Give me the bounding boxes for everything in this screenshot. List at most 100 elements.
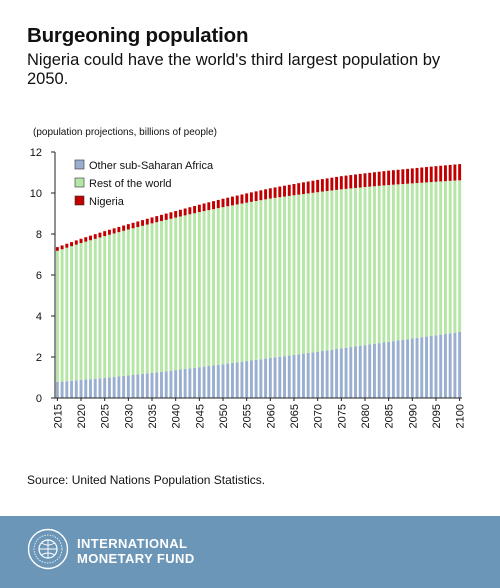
bar-segment-nigeria <box>193 205 197 214</box>
bar-segment-nigeria <box>160 214 163 222</box>
bar-segment-rest-of-world <box>221 207 225 365</box>
bar-segment-rest-of-world <box>330 190 334 350</box>
bar-segment-rest-of-world <box>107 234 111 378</box>
bar-segment-rest-of-world <box>89 240 92 380</box>
bar-segment-nigeria <box>448 164 452 181</box>
bar-segment-other-ssa <box>212 365 215 398</box>
bar-segment-rest-of-world <box>235 204 239 363</box>
bar-segment-nigeria <box>420 167 424 183</box>
bar-segment-rest-of-world <box>202 211 206 367</box>
bar-segment-nigeria <box>231 196 234 206</box>
bar-segment-other-ssa <box>297 354 301 398</box>
bar-segment-rest-of-world <box>197 212 201 368</box>
bar-segment-other-ssa <box>150 372 154 398</box>
bar-segment-other-ssa <box>396 340 400 398</box>
bar-segment-rest-of-world <box>415 183 419 338</box>
bar-segment-other-ssa <box>406 339 410 398</box>
footer-bar: INTERNATIONAL MONETARY FUND <box>0 516 500 588</box>
bar-segment-rest-of-world <box>301 194 305 354</box>
bar-segment-other-ssa <box>221 364 225 398</box>
bar-segment-other-ssa <box>169 370 173 398</box>
population-chart: (population projections, billions of peo… <box>30 127 467 428</box>
bar-segment-rest-of-world <box>93 238 97 379</box>
bar-segment-rest-of-world <box>178 216 182 370</box>
bar-segment-nigeria <box>122 225 126 231</box>
bar-segment-other-ssa <box>415 337 419 398</box>
bar-segment-other-ssa <box>183 368 187 398</box>
bar-segment-rest-of-world <box>98 237 102 379</box>
bar-segment-nigeria <box>401 169 405 185</box>
bar-segment-rest-of-world <box>443 181 447 334</box>
x-tick-label: 2100 <box>455 404 467 428</box>
chart-subtitle: Nigeria could have the world's third lar… <box>27 51 441 88</box>
bar-segment-rest-of-world <box>103 236 107 378</box>
y-tick-label: 2 <box>36 352 42 364</box>
bar-segment-other-ssa <box>235 362 239 398</box>
bar-segment-nigeria <box>306 181 310 194</box>
bar-segment-nigeria <box>84 237 88 242</box>
bar-segment-other-ssa <box>70 380 74 398</box>
legend-label: Other sub-Saharan Africa <box>89 160 214 172</box>
bar-segment-other-ssa <box>103 377 107 398</box>
bar-segment-rest-of-world <box>160 221 163 372</box>
x-tick-label: 2035 <box>147 404 159 428</box>
bar-segment-other-ssa <box>448 333 452 398</box>
bar-segment-nigeria <box>344 175 348 189</box>
bar-segment-nigeria <box>150 217 154 224</box>
bar-segment-rest-of-world <box>453 180 457 333</box>
bar-segment-rest-of-world <box>245 202 249 362</box>
bar-segment-other-ssa <box>354 346 357 398</box>
bar-segment-rest-of-world <box>74 244 78 381</box>
bar-segment-rest-of-world <box>420 182 424 338</box>
bar-segment-rest-of-world <box>164 219 168 372</box>
bar-segment-nigeria <box>216 199 220 209</box>
bar-segment-other-ssa <box>273 357 277 398</box>
bar-segment-nigeria <box>439 165 443 182</box>
bar-segment-rest-of-world <box>150 223 154 373</box>
bar-segment-nigeria <box>349 175 353 189</box>
bar-segment-other-ssa <box>283 356 286 398</box>
bar-segment-nigeria <box>226 197 230 207</box>
bar-segment-nigeria <box>259 190 263 201</box>
bar-segment-rest-of-world <box>212 209 215 366</box>
bar-segment-nigeria <box>126 224 130 230</box>
bar-segment-nigeria <box>79 238 83 244</box>
bar-segment-rest-of-world <box>363 187 367 346</box>
bar-segment-other-ssa <box>188 368 192 398</box>
bar-segment-nigeria <box>458 164 462 181</box>
bar-segment-nigeria <box>164 213 168 220</box>
bar-segment-rest-of-world <box>126 229 130 376</box>
bar-segment-nigeria <box>174 211 178 218</box>
bar-segment-other-ssa <box>325 350 329 398</box>
bar-segment-rest-of-world <box>410 183 414 339</box>
bar-segment-rest-of-world <box>401 184 405 340</box>
bar-segment-nigeria <box>292 183 296 196</box>
y-tick-label: 4 <box>36 311 42 323</box>
bar-segment-rest-of-world <box>60 249 64 382</box>
bar-segment-nigeria <box>358 173 362 188</box>
bar-segment-rest-of-world <box>264 199 268 359</box>
bar-segment-other-ssa <box>231 362 234 398</box>
bar-segment-rest-of-world <box>429 182 433 336</box>
bar-segment-rest-of-world <box>183 215 187 369</box>
bar-segment-rest-of-world <box>216 208 220 365</box>
x-tick-label: 2040 <box>171 404 183 428</box>
bar-segment-nigeria <box>410 168 414 184</box>
bar-segment-nigeria <box>335 176 339 190</box>
bar-segment-other-ssa <box>268 358 272 398</box>
bar-segment-other-ssa <box>98 378 102 398</box>
bar-segment-other-ssa <box>363 345 367 398</box>
bar-segment-other-ssa <box>197 367 201 398</box>
bar-segment-nigeria <box>98 232 102 238</box>
bar-segment-nigeria <box>188 207 192 215</box>
bar-segment-other-ssa <box>65 381 69 398</box>
bar-segment-other-ssa <box>306 352 310 398</box>
bar-segment-rest-of-world <box>448 180 452 334</box>
x-tick-label: 2080 <box>360 404 372 428</box>
bar-segment-rest-of-world <box>387 185 391 342</box>
bar-segment-rest-of-world <box>145 224 149 374</box>
bar-segment-nigeria <box>70 242 74 247</box>
bar-segment-other-ssa <box>254 359 258 398</box>
bar-segment-nigeria <box>354 174 357 188</box>
bar-segment-rest-of-world <box>268 198 272 359</box>
